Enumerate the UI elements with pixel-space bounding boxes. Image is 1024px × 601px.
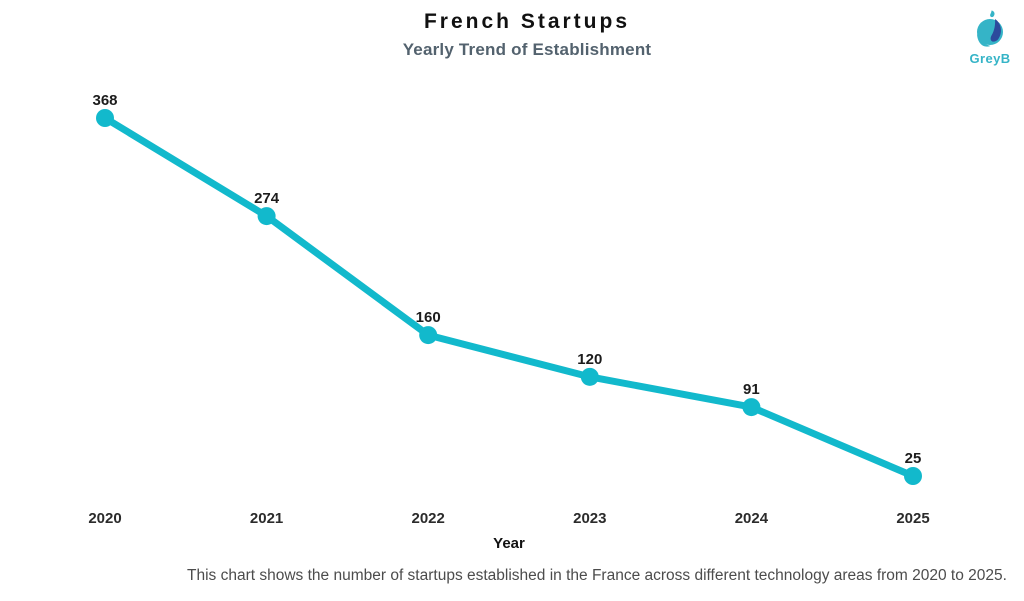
chart-title: French Startups [423,10,631,33]
data-point [742,398,761,417]
x-tick-label: 2021 [250,510,283,527]
data-label: 91 [743,381,760,398]
x-tick-label: 2022 [412,510,445,527]
chart-caption: This chart shows the number of startups … [187,567,1007,584]
data-label: 368 [92,92,117,109]
data-point [904,467,922,485]
chart-header: French Startups Yearly Trend of Establis… [30,10,1024,60]
data-label: 120 [577,351,602,368]
logo-comma [990,19,1001,42]
data-label: 160 [416,309,441,326]
greyb-logo-text: GreyB [969,51,1011,66]
x-tick-label: 2020 [88,510,121,527]
x-tick-label: 2023 [573,510,606,527]
x-tick-label: 2025 [896,510,929,527]
greyb-logo-icon [977,10,1003,47]
data-point [419,326,438,345]
x-axis-label: Year [493,535,525,552]
logo-apostrophe [990,10,995,18]
data-label: 25 [905,450,922,467]
trend-line [101,114,917,480]
greyb-logo: GreyB [962,8,1018,66]
data-point [257,207,276,226]
data-point [96,109,114,127]
chart-subtitle: Yearly Trend of Establishment [402,40,652,59]
data-point [580,367,599,386]
logo-tail [977,34,991,47]
x-tick-label: 2024 [735,510,769,527]
data-label: 274 [254,190,280,207]
